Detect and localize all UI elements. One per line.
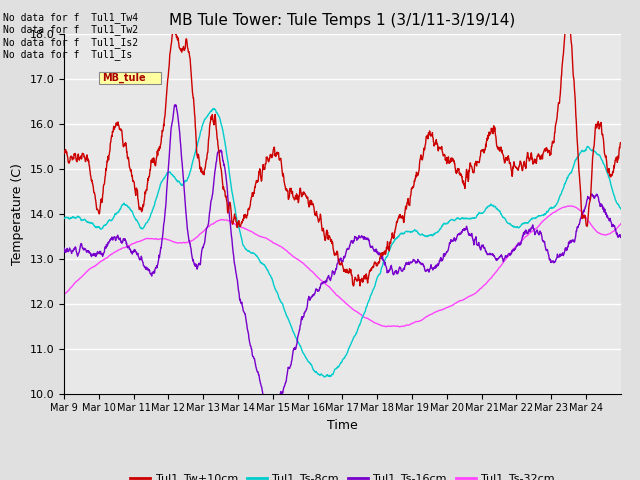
Legend: Tul1_Tw+10cm, Tul1_Ts-8cm, Tul1_Ts-16cm, Tul1_Ts-32cm: Tul1_Tw+10cm, Tul1_Ts-8cm, Tul1_Ts-16cm,…: [125, 469, 559, 480]
Title: MB Tule Tower: Tule Temps 1 (3/1/11-3/19/14): MB Tule Tower: Tule Temps 1 (3/1/11-3/19…: [169, 13, 516, 28]
X-axis label: Time: Time: [327, 419, 358, 432]
Text: MB_tule: MB_tule: [102, 73, 146, 83]
Text: No data for f  Tul1_Tw4
No data for f  Tul1_Tw2
No data for f  Tul1_Is2
No data : No data for f Tul1_Tw4 No data for f Tul…: [3, 12, 138, 60]
Y-axis label: Temperature (C): Temperature (C): [11, 163, 24, 264]
FancyBboxPatch shape: [99, 72, 161, 84]
